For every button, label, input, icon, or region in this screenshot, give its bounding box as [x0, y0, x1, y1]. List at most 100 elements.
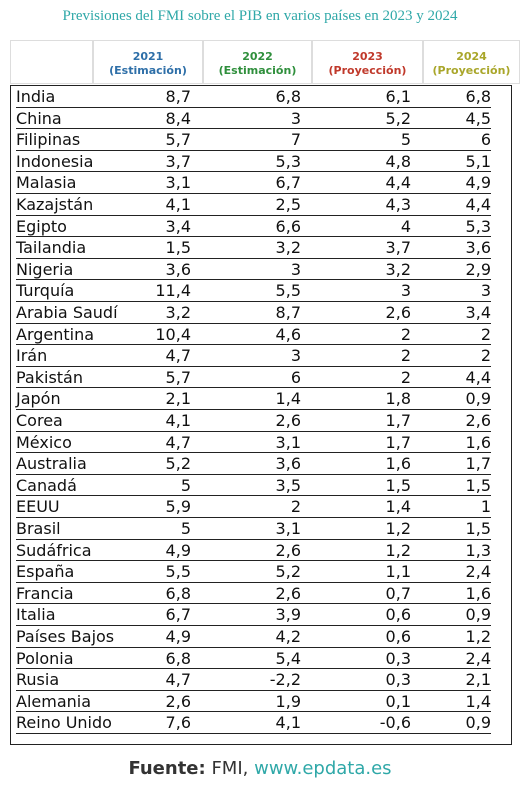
country: Australia: [16, 454, 87, 474]
country: Arabia Saudí: [16, 303, 118, 322]
country: Argentina: [16, 324, 95, 344]
value-cell: 1,5: [465, 475, 491, 495]
value-cell: 1,5: [385, 475, 411, 495]
header-cell: 2024 (Proyección): [423, 40, 520, 84]
value-cell: 4,4: [465, 367, 491, 387]
value-cell: 3,2: [275, 238, 301, 258]
value-cell: -2,2: [269, 670, 301, 690]
value-cell: 1,7: [465, 454, 491, 474]
value-cell: 3,2: [385, 259, 411, 279]
value-cell: 2: [480, 346, 491, 366]
country: Países Bajos: [16, 627, 115, 646]
country: Corea: [16, 411, 63, 430]
header-year: 2024: [456, 50, 487, 63]
country: Nigeria: [16, 259, 74, 279]
header-note: (Proyección): [432, 64, 511, 77]
value-cell: 4,9: [165, 540, 191, 560]
value-cell: 6,8: [465, 87, 491, 106]
value-cell: 2,4: [465, 562, 491, 582]
value-cell: 1,7: [385, 432, 411, 452]
value-cell: 10,4: [155, 324, 191, 344]
country: Brasil: [16, 519, 61, 538]
value-cell: 6,8: [165, 648, 191, 668]
value-cell: 1: [480, 497, 491, 517]
value-cell: 0,9: [465, 713, 491, 733]
value-cell: 5,4: [275, 648, 301, 668]
country: México: [16, 432, 72, 452]
value-cell: 0,6: [385, 627, 411, 646]
table-row: Nigeria 3,6 3 3,2 2,9: [16, 259, 491, 281]
value-cell: 3,7: [385, 238, 411, 258]
value-cell: 4,4: [465, 195, 491, 214]
value-cell: 2,1: [165, 389, 191, 409]
country: Japón: [16, 389, 61, 409]
value-cell: 7,6: [165, 713, 191, 733]
table-row: Filipinas 5,7 7 5 6: [16, 129, 491, 151]
value-cell: 5: [400, 130, 411, 150]
value-cell: 2,9: [465, 259, 491, 279]
table-row: Egipto 3,4 6,6 4 5,3: [16, 216, 491, 238]
value-cell: 4,7: [165, 346, 191, 366]
value-cell: 0,3: [385, 670, 411, 690]
value-cell: 11,4: [155, 281, 191, 301]
value-cell: 4,9: [465, 173, 491, 193]
value-cell: 3: [480, 281, 491, 301]
header-year: 2023: [352, 50, 383, 63]
country: Italia: [16, 605, 56, 625]
table-row: Irán 4,7 3 2 2: [16, 345, 491, 367]
table-row: Corea 4,1 2,6 1,7 2,6: [16, 410, 491, 432]
value-cell: 3,7: [165, 151, 191, 171]
country: Polonia: [16, 648, 74, 668]
value-cell: 5,3: [275, 151, 301, 171]
country: Filipinas: [16, 130, 81, 150]
value-cell: 1,3: [465, 540, 491, 560]
value-cell: 7: [290, 130, 301, 150]
value-cell: 5,5: [165, 562, 191, 582]
value-cell: 4,1: [165, 195, 191, 214]
table-row: Países Bajos 4,9 4,2 0,6 1,2: [16, 626, 491, 648]
source: Fuente: FMI, www.epdata.es: [0, 758, 520, 779]
country: Reino Unido: [16, 713, 112, 733]
value-cell: 2: [290, 497, 301, 517]
country: Sudáfrica: [16, 540, 92, 560]
value-cell: 5,9: [165, 497, 191, 517]
value-cell: 1,2: [385, 540, 411, 560]
value-cell: 5: [180, 475, 191, 495]
title: Previsiones del FMI sobre el PIB en vari…: [62, 8, 458, 24]
value-cell: 4,2: [275, 627, 301, 646]
value-cell: 5,1: [465, 151, 491, 171]
value-cell: 3,2: [165, 303, 191, 322]
table-row: Italia 6,7 3,9 0,6 0,9: [16, 604, 491, 626]
value-cell: 2,6: [465, 411, 491, 430]
country: Irán: [16, 346, 48, 366]
table-row: Argentina 10,4 4,6 2 2: [16, 324, 491, 346]
table-row: Sudáfrica 4,9 2,6 1,2 1,3: [16, 540, 491, 562]
value-cell: 4,5: [465, 108, 491, 128]
table-row: Japón 2,1 1,4 1,8 0,9: [16, 388, 491, 410]
value-cell: 1,2: [465, 627, 491, 646]
value-cell: 5,2: [385, 108, 411, 128]
value-cell: 4,1: [275, 713, 301, 733]
value-cell: 4: [400, 216, 411, 236]
header-year: 2021: [132, 50, 164, 63]
table-row: Alemania 2,6 1,9 0,1 1,4: [16, 691, 491, 713]
header-cell: 2023 (Proyección): [312, 40, 423, 84]
table-body: India 8,7 6,8 6,1 6,8 China 8,4 3 5,2 4,5 Filipina…: [10, 85, 512, 745]
value-cell: 5,2: [275, 562, 301, 582]
value-cell: 2,6: [165, 691, 191, 711]
value-cell: 6: [480, 130, 491, 150]
value-cell: 5,3: [465, 216, 491, 236]
value-cell: 2: [400, 367, 411, 387]
country: Alemania: [16, 691, 92, 711]
table-row: México 4,7 3,1 1,7 1,6: [16, 432, 491, 454]
source-label: Fuente:: [128, 758, 206, 779]
header-note: (Proyección): [328, 64, 407, 77]
value-cell: 2,4: [465, 648, 491, 668]
country: China: [16, 108, 62, 128]
value-cell: 6,8: [165, 583, 191, 603]
table-row: India 8,7 6,8 6,1 6,8: [16, 86, 491, 108]
source-name: FMI,: [211, 758, 249, 779]
value-cell: 0,9: [465, 389, 491, 409]
value-cell: 5: [180, 519, 191, 538]
value-cell: 6,8: [275, 87, 301, 106]
